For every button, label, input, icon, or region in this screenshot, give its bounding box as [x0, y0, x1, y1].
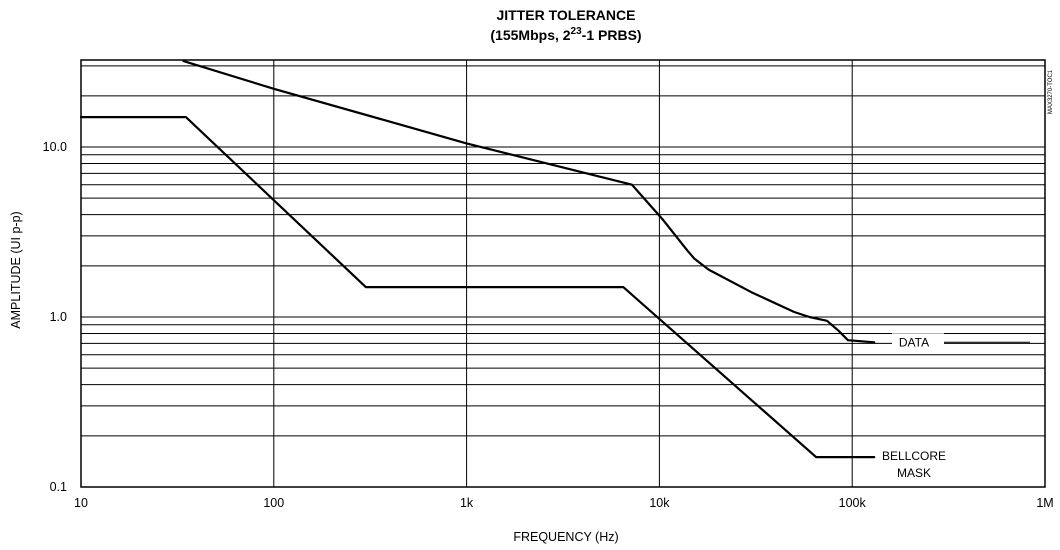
series-line-data	[182, 59, 876, 344]
series-line-bellcore-mask	[79, 115, 876, 459]
chart-subtitle-superscript: 23	[571, 26, 583, 37]
bellcore-series-label-line1: BELLCORE	[882, 449, 946, 463]
y-axis-label: AMPLITUDE (UI p-p)	[9, 211, 23, 328]
chart-subtitle-suffix: -1 PRBS)	[582, 27, 642, 43]
y-tick-label: 10.0	[43, 140, 67, 154]
grid	[81, 60, 1045, 487]
chart-subtitle-prefix: (155Mbps, 2	[490, 27, 570, 43]
x-tick-label: 100	[263, 496, 284, 510]
bellcore-label-background	[880, 445, 944, 483]
y-tick-labels: 0.1 1.0 10.0	[43, 140, 67, 494]
series-layer	[79, 59, 876, 459]
x-tick-label: 1k	[460, 496, 474, 510]
x-tick-label: 1M	[1036, 496, 1053, 510]
chart-title: JITTER TOLERANCE	[497, 7, 636, 23]
figure-code: MAX3270-TOC1	[1048, 69, 1054, 114]
plot-frame	[80, 59, 1046, 488]
data-label-background	[892, 333, 944, 352]
bellcore-series-label-line2: MASK	[897, 466, 931, 480]
x-tick-labels: 10 100 1k 10k 100k 1M	[74, 496, 1054, 510]
y-tick-label: 1.0	[50, 310, 67, 324]
x-tick-label: 10	[74, 496, 88, 510]
y-tick-label: 0.1	[50, 480, 67, 494]
annotation-layer: DATA BELLCORE MASK	[880, 333, 1030, 483]
x-axis-label: FREQUENCY (Hz)	[513, 530, 618, 544]
x-tick-label: 10k	[649, 496, 670, 510]
data-series-label: DATA	[899, 335, 929, 349]
x-tick-label: 100k	[839, 496, 867, 510]
chart-subtitle: (155Mbps, 223-1 PRBS)	[490, 26, 641, 43]
